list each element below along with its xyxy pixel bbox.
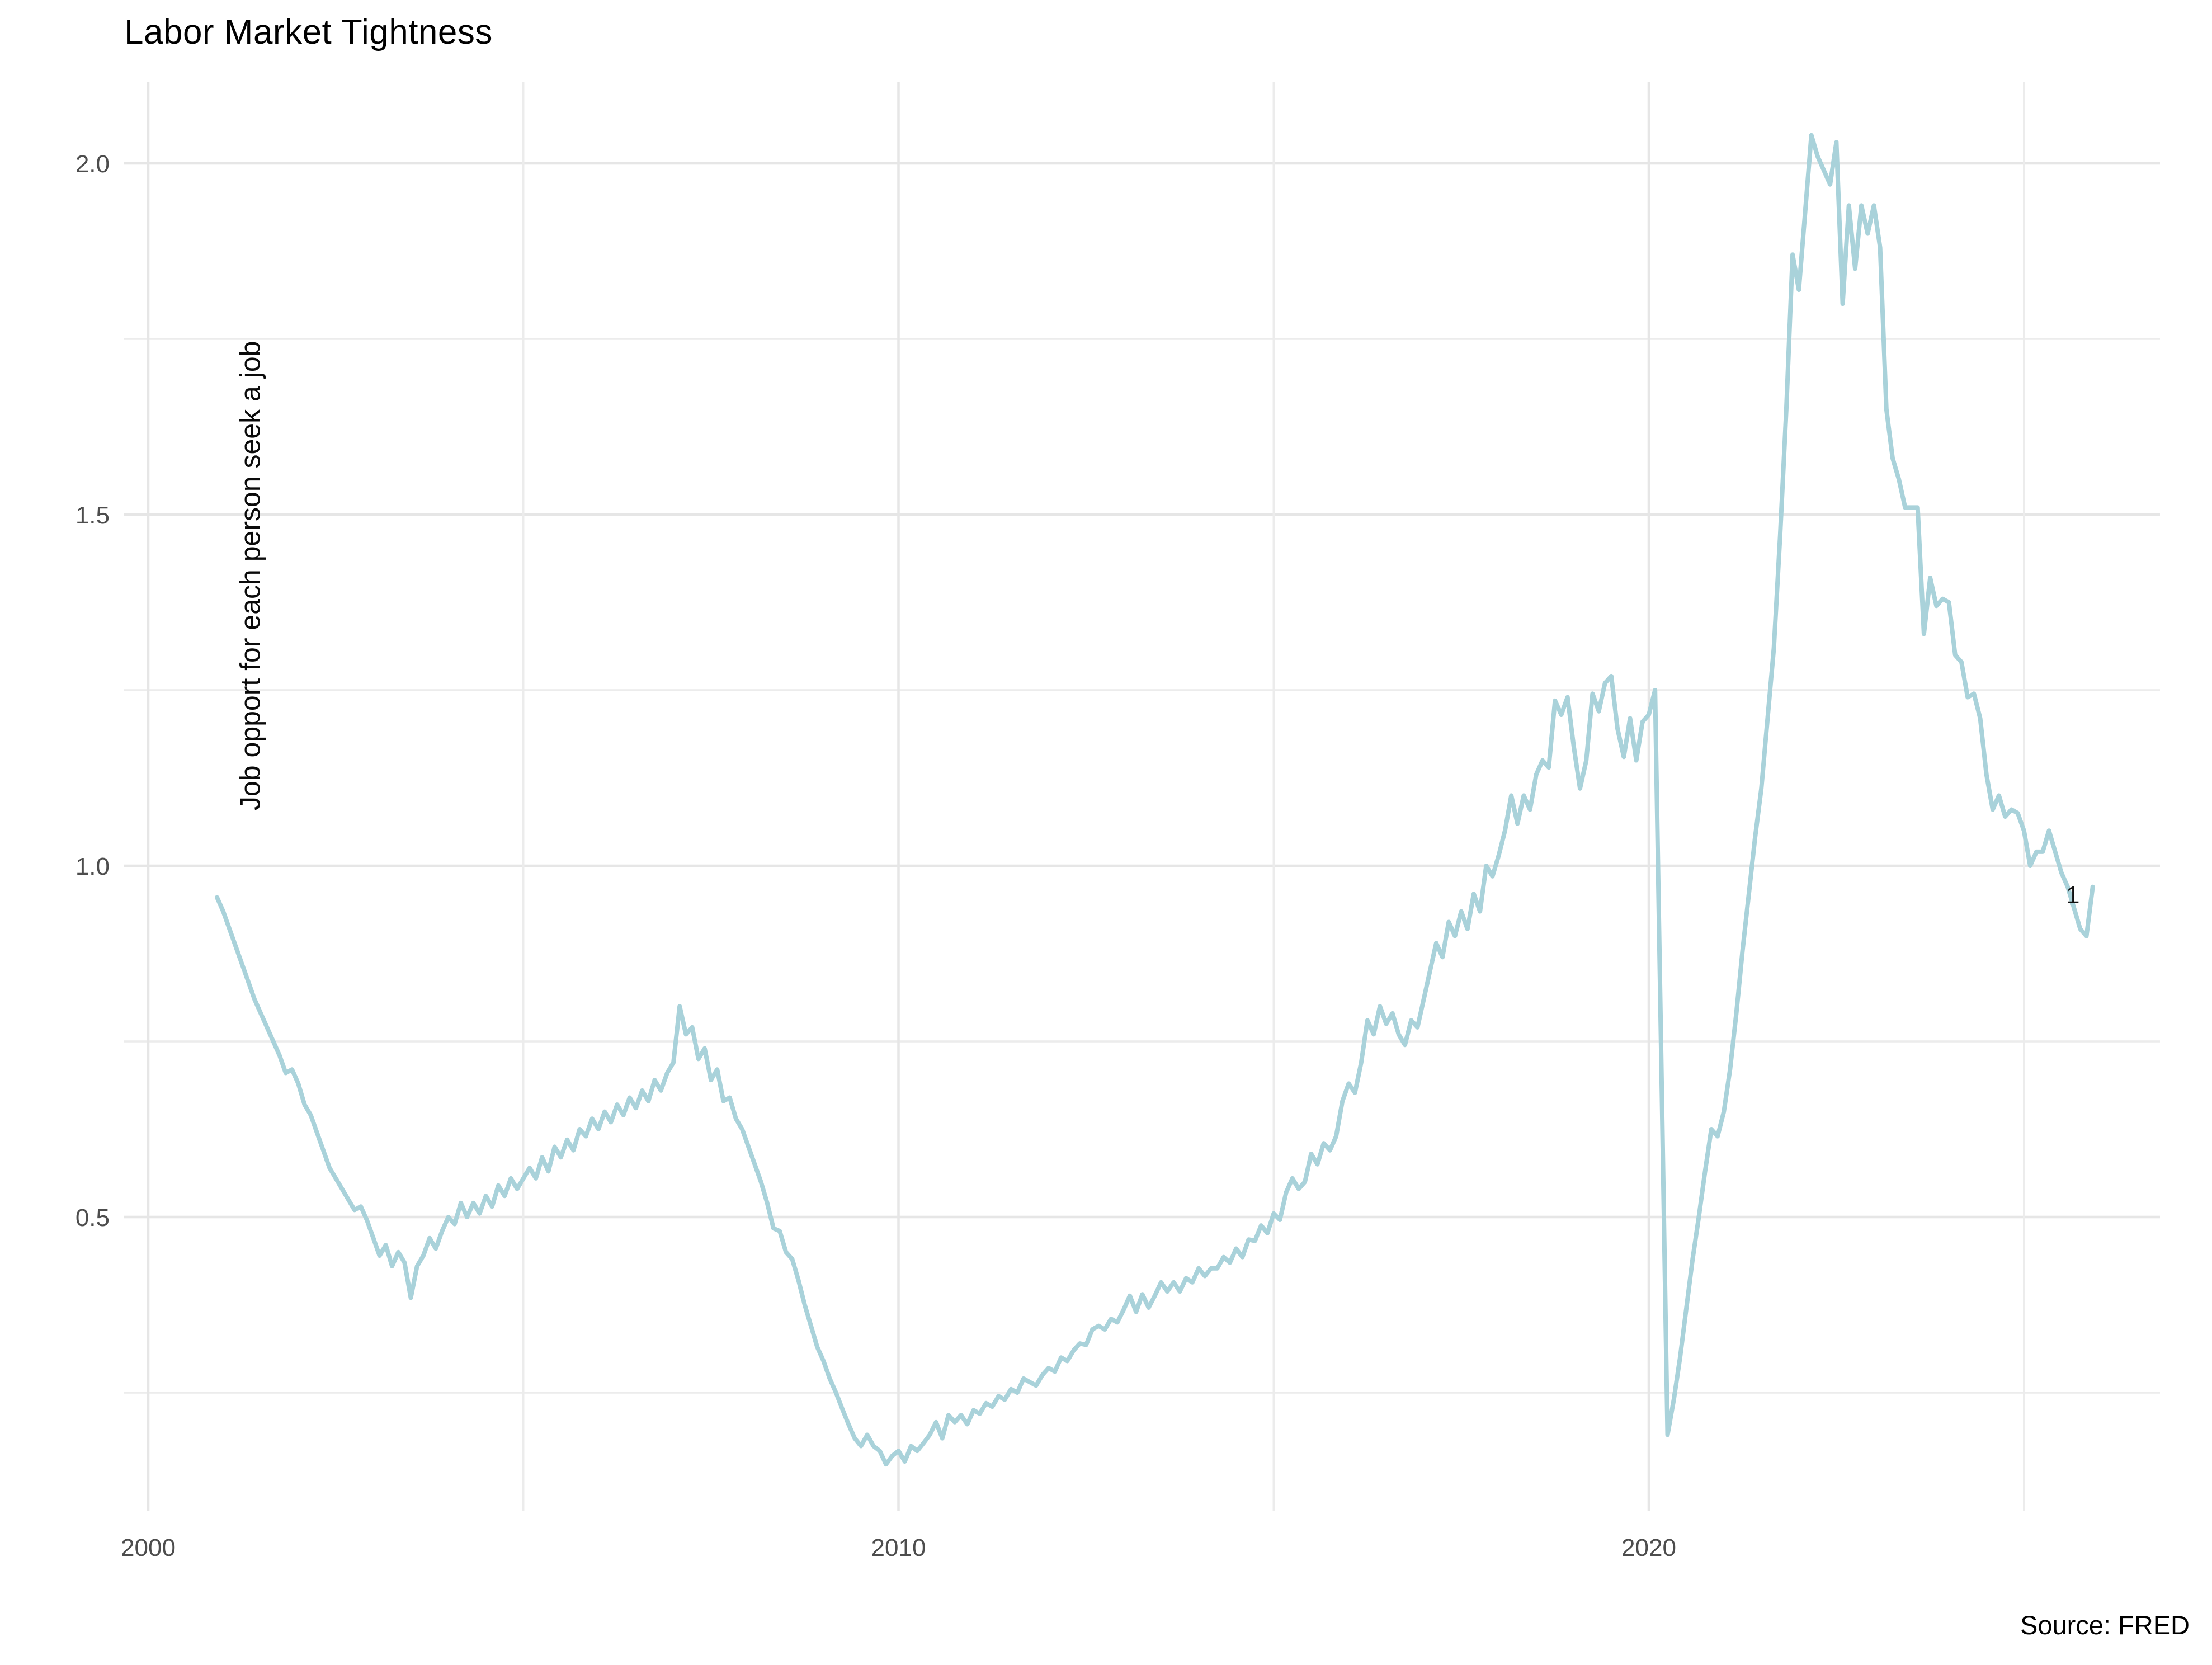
y-tick-label: 1.5 (76, 502, 110, 529)
x-tick-label: 2020 (1621, 1534, 1676, 1562)
y-tick-label: 0.5 (76, 1204, 110, 1232)
x-tick-label: 2010 (871, 1534, 926, 1562)
y-tick-label: 2.0 (76, 150, 110, 178)
source-note: Source: FRED (2020, 1610, 2190, 1640)
last-value-annotation: 1 (2066, 881, 2080, 909)
tightness-series-line (215, 133, 2095, 1467)
y-axis-title: Job opport for each person seek a job (234, 341, 266, 810)
y-tick-label: 1.0 (76, 853, 110, 880)
chart-title: Labor Market Tightness (124, 13, 493, 51)
x-tick-label: 2000 (121, 1534, 176, 1562)
